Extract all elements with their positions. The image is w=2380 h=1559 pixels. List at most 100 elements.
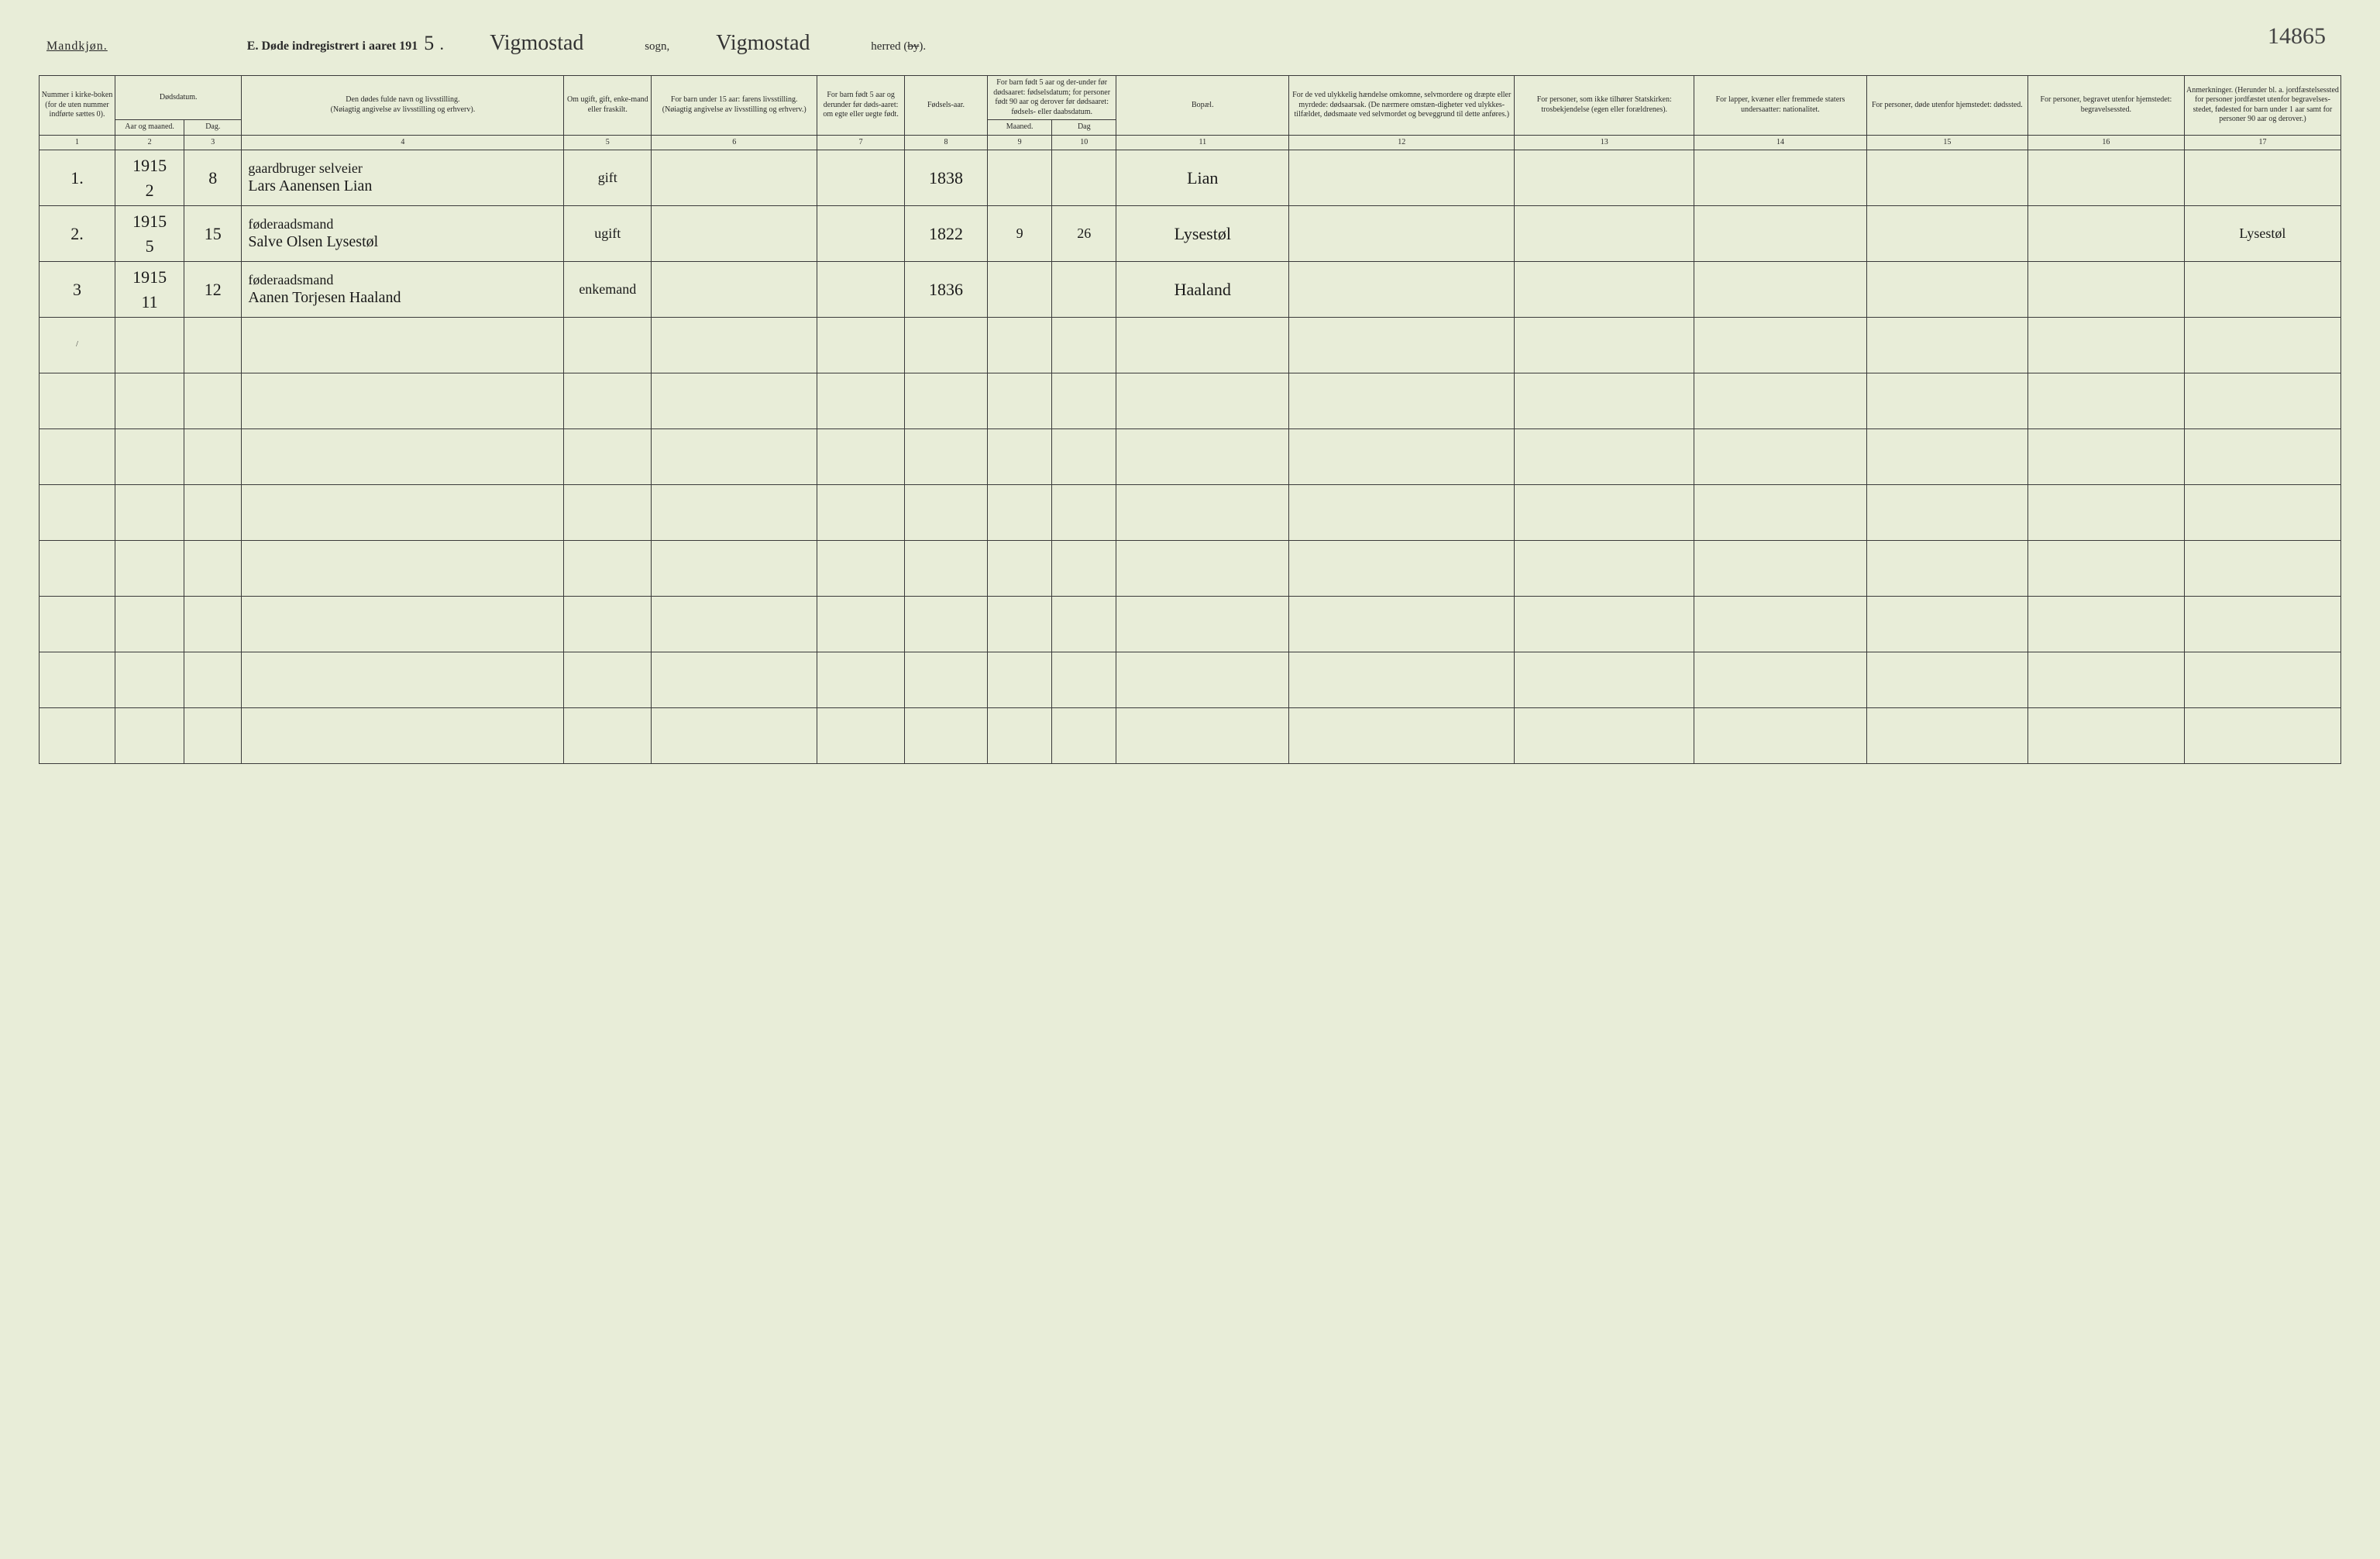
colnum: 11 xyxy=(1116,135,1289,150)
col16-header: For personer, begravet utenfor hjemstede… xyxy=(2027,76,2184,136)
cell xyxy=(2184,485,2340,541)
cell xyxy=(2027,652,2184,708)
cell xyxy=(988,652,1052,708)
cell xyxy=(1694,541,1867,597)
colnum: 12 xyxy=(1289,135,1515,150)
cell xyxy=(242,652,564,708)
cell xyxy=(1694,597,1867,652)
colnum: 15 xyxy=(1866,135,2027,150)
cell xyxy=(1116,318,1289,373)
cell xyxy=(2184,373,2340,429)
column-number-row: 1 2 3 4 5 6 7 8 9 10 11 12 13 14 15 16 1… xyxy=(40,135,2341,150)
cell xyxy=(817,541,905,597)
cell xyxy=(1052,429,1116,485)
cell-legit xyxy=(817,262,905,318)
cell xyxy=(2027,373,2184,429)
col2-top-header: Dødsdatum. xyxy=(115,76,242,120)
cell xyxy=(1116,597,1289,652)
cell-birth-month xyxy=(988,262,1052,318)
cell-num: 2. xyxy=(40,206,115,262)
col12-header: For de ved ulykkelig hændelse omkomne, s… xyxy=(1289,76,1515,136)
colnum: 4 xyxy=(242,135,564,150)
cell-num: 3 xyxy=(40,262,115,318)
table-row xyxy=(40,541,2341,597)
cell xyxy=(115,652,184,708)
cell-num: 1. xyxy=(40,150,115,206)
cell xyxy=(1052,708,1116,764)
cell-birth-day xyxy=(1052,150,1116,206)
colnum: 9 xyxy=(988,135,1052,150)
cell xyxy=(184,708,242,764)
cell xyxy=(1866,318,2027,373)
cell-bopael: Haaland xyxy=(1116,262,1289,318)
colnum: 13 xyxy=(1515,135,1694,150)
sogn-value: Vigmostad xyxy=(490,31,614,56)
cell-legit xyxy=(817,150,905,206)
cell xyxy=(1515,597,1694,652)
table-row xyxy=(40,485,2341,541)
herred-value: Vigmostad xyxy=(716,31,840,56)
col9-top-header: For barn født 5 aar og der-under før død… xyxy=(988,76,1116,120)
page-header: Mandkjøn. E. Døde indregistrert i aaret … xyxy=(39,31,2341,56)
cell xyxy=(1289,429,1515,485)
table-row xyxy=(40,373,2341,429)
col9a-header: Maaned. xyxy=(988,120,1052,136)
cell xyxy=(2027,597,2184,652)
cell xyxy=(905,373,988,429)
cell-deathplace xyxy=(1866,150,2027,206)
year-handwritten: 5 xyxy=(424,32,434,55)
cell xyxy=(988,541,1052,597)
cell-father xyxy=(652,206,817,262)
table-row xyxy=(40,429,2341,485)
cell xyxy=(1866,597,2027,652)
cell-nationality xyxy=(1694,206,1867,262)
cell-marital: enkemand xyxy=(564,262,652,318)
slash-mark: / xyxy=(40,318,115,373)
cell xyxy=(40,652,115,708)
cell xyxy=(564,541,652,597)
cell xyxy=(184,318,242,373)
col17-header: Anmerkninger. (Herunder bl. a. jordfæste… xyxy=(2184,76,2340,136)
cell-marital: gift xyxy=(564,150,652,206)
cell xyxy=(2027,485,2184,541)
table-head: Nummer i kirke-boken (for de uten nummer… xyxy=(40,76,2341,150)
cell-birthyear: 1838 xyxy=(905,150,988,206)
cell xyxy=(1052,597,1116,652)
cell xyxy=(40,485,115,541)
cell xyxy=(184,485,242,541)
cell-birth-month xyxy=(988,150,1052,206)
cell-burialplace xyxy=(2027,150,2184,206)
cell xyxy=(564,373,652,429)
cell xyxy=(652,429,817,485)
cell xyxy=(988,597,1052,652)
cell-nationality xyxy=(1694,150,1867,206)
cell-burialplace xyxy=(2027,262,2184,318)
table-row xyxy=(40,652,2341,708)
cell xyxy=(115,597,184,652)
cell xyxy=(1116,708,1289,764)
table-row xyxy=(40,708,2341,764)
cell xyxy=(1052,652,1116,708)
cell xyxy=(1052,318,1116,373)
cell xyxy=(40,541,115,597)
title-prefix: E. Døde indregistrert i aaret 191 xyxy=(247,40,418,53)
cell xyxy=(905,485,988,541)
cell xyxy=(1866,485,2027,541)
cell-name: føderaadsmandAanen Torjesen Haaland xyxy=(242,262,564,318)
cell xyxy=(40,429,115,485)
cell xyxy=(1694,652,1867,708)
cell-name: føderaadsmandSalve Olsen Lysestøl xyxy=(242,206,564,262)
cell-remarks xyxy=(2184,150,2340,206)
cell xyxy=(988,485,1052,541)
cell xyxy=(817,597,905,652)
col2a-header: Aar og maaned. xyxy=(115,120,184,136)
cell-bopael: Lian xyxy=(1116,150,1289,206)
col9b-header: Dag xyxy=(1052,120,1116,136)
cell xyxy=(1694,429,1867,485)
cell xyxy=(905,429,988,485)
cell xyxy=(905,597,988,652)
cell-birthyear: 1836 xyxy=(905,262,988,318)
col8-header: Fødsels-aar. xyxy=(905,76,988,136)
table-row: 3 191511 12 føderaadsmandAanen Torjesen … xyxy=(40,262,2341,318)
cell-year-month: 19152 xyxy=(115,150,184,206)
